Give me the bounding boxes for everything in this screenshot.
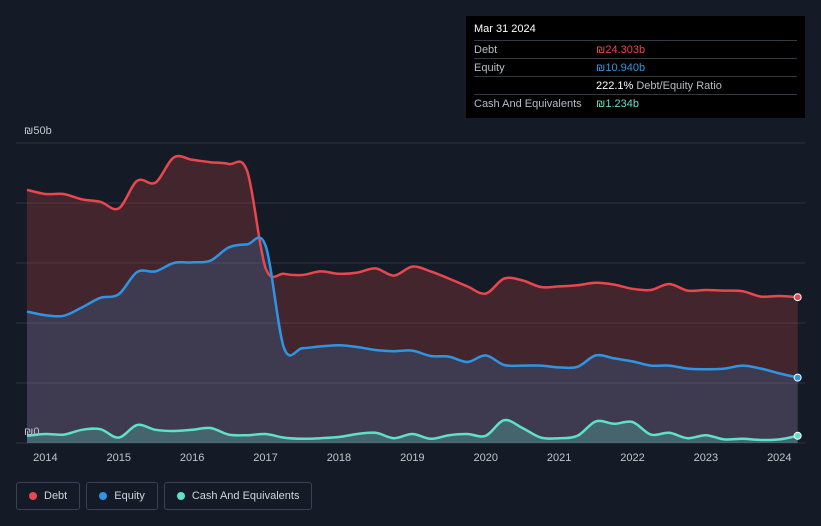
legend-cash-label: Cash And Equivalents bbox=[191, 490, 300, 502]
chart-legend: Debt Equity Cash And Equivalents bbox=[16, 482, 313, 510]
tooltip-ratio-value: 222.1% bbox=[596, 79, 634, 92]
equity-line bbox=[26, 236, 798, 379]
chart-areas bbox=[27, 156, 798, 443]
cash-dot-icon bbox=[176, 492, 185, 500]
debt-area bbox=[27, 156, 798, 443]
chart-lines bbox=[26, 154, 798, 442]
legend-item-debt[interactable]: Debt bbox=[16, 482, 81, 510]
legend-debt-label: Debt bbox=[44, 490, 68, 502]
debt-endpoint bbox=[793, 293, 802, 302]
y-tick-label-max: ₪50b bbox=[24, 125, 52, 137]
x-tick-label: 2016 bbox=[180, 452, 204, 464]
tooltip-date: Mar 31 2024 bbox=[474, 23, 536, 35]
tooltip-debt-value: ₪24.303b bbox=[596, 43, 646, 56]
x-tick-label: 2021 bbox=[547, 452, 571, 464]
tooltip-debt-row: Debt ₪24.303b bbox=[474, 40, 797, 58]
x-tick-label: 2015 bbox=[107, 452, 131, 464]
cash-area bbox=[27, 420, 798, 443]
legend-item-equity[interactable]: Equity bbox=[86, 482, 158, 510]
legend-equity-label: Equity bbox=[114, 490, 145, 502]
legend-item-cash[interactable]: Cash And Equivalents bbox=[163, 482, 313, 510]
data-tooltip: Mar 31 2024 Debt ₪24.303b Equity ₪10.940… bbox=[466, 16, 805, 118]
x-tick-label: 2014 bbox=[33, 452, 57, 464]
equity-endpoint bbox=[793, 373, 802, 382]
x-axis: 2014 2015 2016 2017 2018 2019 2020 2021 2022 2023… bbox=[33, 452, 791, 464]
cash-endpoint bbox=[793, 431, 802, 440]
y-tick-label-zero: ₪0 bbox=[24, 426, 39, 438]
tooltip-equity-label: Equity bbox=[474, 61, 505, 74]
tooltip-equity-row: Equity ₪10.940b bbox=[474, 58, 797, 76]
chart-gridlines bbox=[16, 142, 805, 444]
equity-dot-icon bbox=[99, 492, 108, 500]
tooltip-ratio-label: Debt/Equity Ratio bbox=[636, 79, 722, 92]
x-tick-label: 2019 bbox=[400, 452, 424, 464]
equity-area bbox=[27, 237, 798, 443]
cash-line bbox=[26, 418, 798, 442]
tooltip-cash-label: Cash And Equivalents bbox=[474, 97, 582, 110]
debt-line bbox=[26, 154, 798, 299]
x-tick-label: 2023 bbox=[694, 452, 718, 464]
x-tick-label: 2024 bbox=[767, 452, 791, 464]
x-tick-label: 2017 bbox=[253, 452, 277, 464]
debt-dot-icon bbox=[29, 492, 37, 500]
tooltip-cash-value: ₪1.234b bbox=[596, 97, 639, 110]
x-tick-label: 2022 bbox=[620, 452, 644, 464]
x-tick-label: 2020 bbox=[473, 452, 497, 464]
y-axis: ₪50b ₪0 bbox=[24, 125, 52, 438]
chart-endpoints bbox=[793, 293, 802, 440]
tooltip-equity-value: ₪10.940b bbox=[596, 61, 646, 74]
x-tick-label: 2018 bbox=[327, 452, 351, 464]
tooltip-cash-row: Cash And Equivalents ₪1.234b bbox=[474, 94, 797, 112]
tooltip-ratio-row: 222.1% Debt/Equity Ratio bbox=[474, 76, 797, 94]
tooltip-debt-label: Debt bbox=[474, 43, 498, 56]
